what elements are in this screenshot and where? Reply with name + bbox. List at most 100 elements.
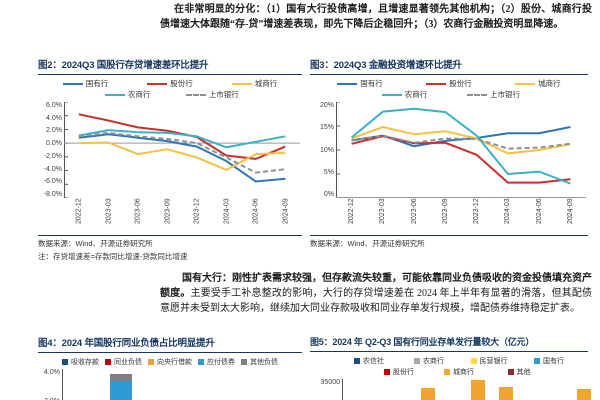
legend-swatch <box>354 357 360 364</box>
legend-swatch <box>148 358 154 365</box>
series-line <box>78 129 286 149</box>
legend-item: 国有行 <box>43 78 127 89</box>
figure-2-yaxis: 6.0% 4.0% 2.0% 0.0% -2.0% -4.0% -6.0% -8.0% <box>38 102 64 198</box>
figure-5-legend: 农信社 农商行 民营银行 国有行 股份行 城商行 其他 <box>334 355 584 377</box>
x-tick-label: 2023-03 <box>379 198 387 224</box>
legend-item: 城商行 <box>429 366 489 377</box>
legend-label: 上市银行 <box>208 90 239 99</box>
bar-segment <box>577 389 591 400</box>
figure-2: 图2：2024Q3 国股行存贷增速差环比提升 国有行 股份行 城商行 农商行 上市银行 … <box>38 57 302 262</box>
legend-swatch <box>105 358 111 365</box>
legend-label: 农商行 <box>423 357 444 365</box>
legend-swatch <box>147 82 168 85</box>
series-line <box>78 131 286 174</box>
figure-3-yaxis: 20% 15% 10% 5% 0% <box>310 102 336 198</box>
legend-item: 城商行 <box>493 78 582 89</box>
figure-5-yaxis: 3500030000 <box>310 379 342 400</box>
bar <box>577 389 591 400</box>
legend-swatch <box>185 93 206 96</box>
legend-label: 其他负债 <box>250 358 278 366</box>
bar <box>499 387 513 400</box>
series-line <box>78 113 286 160</box>
legend-swatch <box>414 357 420 364</box>
legend-label: 应付债券 <box>207 358 235 366</box>
figure-4-yaxis: 4.0% 3.0% <box>38 369 62 400</box>
x-tick-label: 2024-09 <box>566 198 574 224</box>
legend-swatch <box>231 82 252 85</box>
legend-label: 股份行 <box>449 79 472 88</box>
legend-item: 同业负债 <box>105 356 142 367</box>
figure-2-plot: 6.0% 4.0% 2.0% 0.0% -2.0% -4.0% -6.0% -8.0% <box>38 102 302 198</box>
figure-3-legend: 国有行 股份行 城商行 农商行 上市银行 <box>310 78 588 100</box>
legend-swatch <box>62 82 83 85</box>
paragraph-top-text: 在非常明显的分化：（1）国有大行投债高增，且增速显著领先其他机构；（2）股份、城… <box>160 4 592 30</box>
legend-swatch <box>62 358 68 365</box>
legend-label: 股份行 <box>393 368 414 376</box>
legend-item: 国有行 <box>316 78 405 89</box>
x-tick-label: 2022-12 <box>75 198 83 224</box>
legend-swatch <box>534 357 540 364</box>
y-tick-label: 2.0% <box>46 127 62 135</box>
legend-label: 城商行 <box>538 79 561 88</box>
y-tick-label: -8.0% <box>43 190 62 198</box>
legend-swatch <box>470 357 477 364</box>
series-line <box>351 135 571 184</box>
legend-label: 同业负债 <box>114 358 142 366</box>
figure-2-chart <box>64 102 300 198</box>
legend-swatch <box>198 358 204 365</box>
legend-label: 农商行 <box>404 90 428 99</box>
bar-segment <box>499 387 513 400</box>
legend-label: 民营银行 <box>479 357 508 365</box>
x-tick-label: 2024-09 <box>281 198 289 224</box>
y-tick-label: 15% <box>319 124 334 132</box>
series-line <box>78 141 286 172</box>
legend-swatch <box>507 368 514 375</box>
legend-swatch <box>381 93 402 96</box>
y-tick-label: 0% <box>323 191 334 198</box>
legend-swatch <box>426 82 447 85</box>
x-tick-label: 2024-06 <box>535 198 543 224</box>
y-tick-label: 5% <box>323 168 334 176</box>
legend-item: 其他负债 <box>241 356 278 367</box>
legend-label: 吸收存款 <box>71 358 99 366</box>
bar <box>471 380 485 400</box>
series-line <box>351 125 571 155</box>
figure-4-title: 图4：2024 年国股行同业负债占比明显提升 <box>38 335 302 353</box>
legend-item: 股份行 <box>369 366 429 377</box>
legend-item: 其他 <box>489 366 549 377</box>
figure-3-plot: 20% 15% 10% 5% 0% <box>310 102 588 198</box>
x-tick-label: 2023-03 <box>104 198 112 224</box>
legend-swatch <box>105 93 126 96</box>
x-tick-label: 2023-09 <box>163 198 171 224</box>
figure-5-plot: 3500030000 <box>310 379 591 400</box>
figure-5-bars <box>342 379 591 400</box>
legend-item: 农信社 <box>339 355 399 366</box>
figure-4-legend: 吸收存款 同业负债 向央行借款 应付债券 其他负债 <box>38 356 302 367</box>
legend-item: 吸收存款 <box>62 356 99 367</box>
legend-label: 国有行 <box>360 79 383 88</box>
figure-3-source: 数据来源：Wind、开源证券研究所 <box>310 239 425 248</box>
bar-segment <box>110 381 132 400</box>
y-tick-label: 4.0% <box>46 114 62 122</box>
y-tick-label: 20% <box>319 102 334 109</box>
legend-swatch <box>337 82 358 85</box>
legend-swatch <box>444 368 450 375</box>
bar <box>421 388 435 400</box>
figure-2-legend: 国有行 股份行 城商行 农商行 上市银行 <box>38 78 302 100</box>
legend-item: 城商行 <box>212 78 296 89</box>
figure-4-plot: 4.0% 3.0% <box>38 369 302 400</box>
legend-label: 农商行 <box>128 90 151 99</box>
legend-item: 农商行 <box>86 89 170 100</box>
paragraph-mid: 国有大行：刚性扩表需求较强，但存款流失较重，可能依靠同业负债吸收的资金投债填充资… <box>160 271 592 316</box>
x-tick-label: 2023-09 <box>441 198 449 224</box>
legend-item: 向央行借款 <box>148 356 192 367</box>
figure-2-title: 图2：2024Q3 国股行存贷增速差环比提升 <box>38 57 302 75</box>
legend-swatch <box>384 368 390 375</box>
legend-label: 城商行 <box>453 368 474 376</box>
y-tick-label: -2.0% <box>43 152 62 160</box>
legend-item: 民营银行 <box>459 355 519 366</box>
legend-item: 股份行 <box>405 78 494 89</box>
figure-3: 图3：2024Q3 金融投资增速环比提升 国有行 股份行 城商行 农商行 上市银行 20… <box>310 57 588 249</box>
figure-3-bottom-rule <box>310 235 588 236</box>
